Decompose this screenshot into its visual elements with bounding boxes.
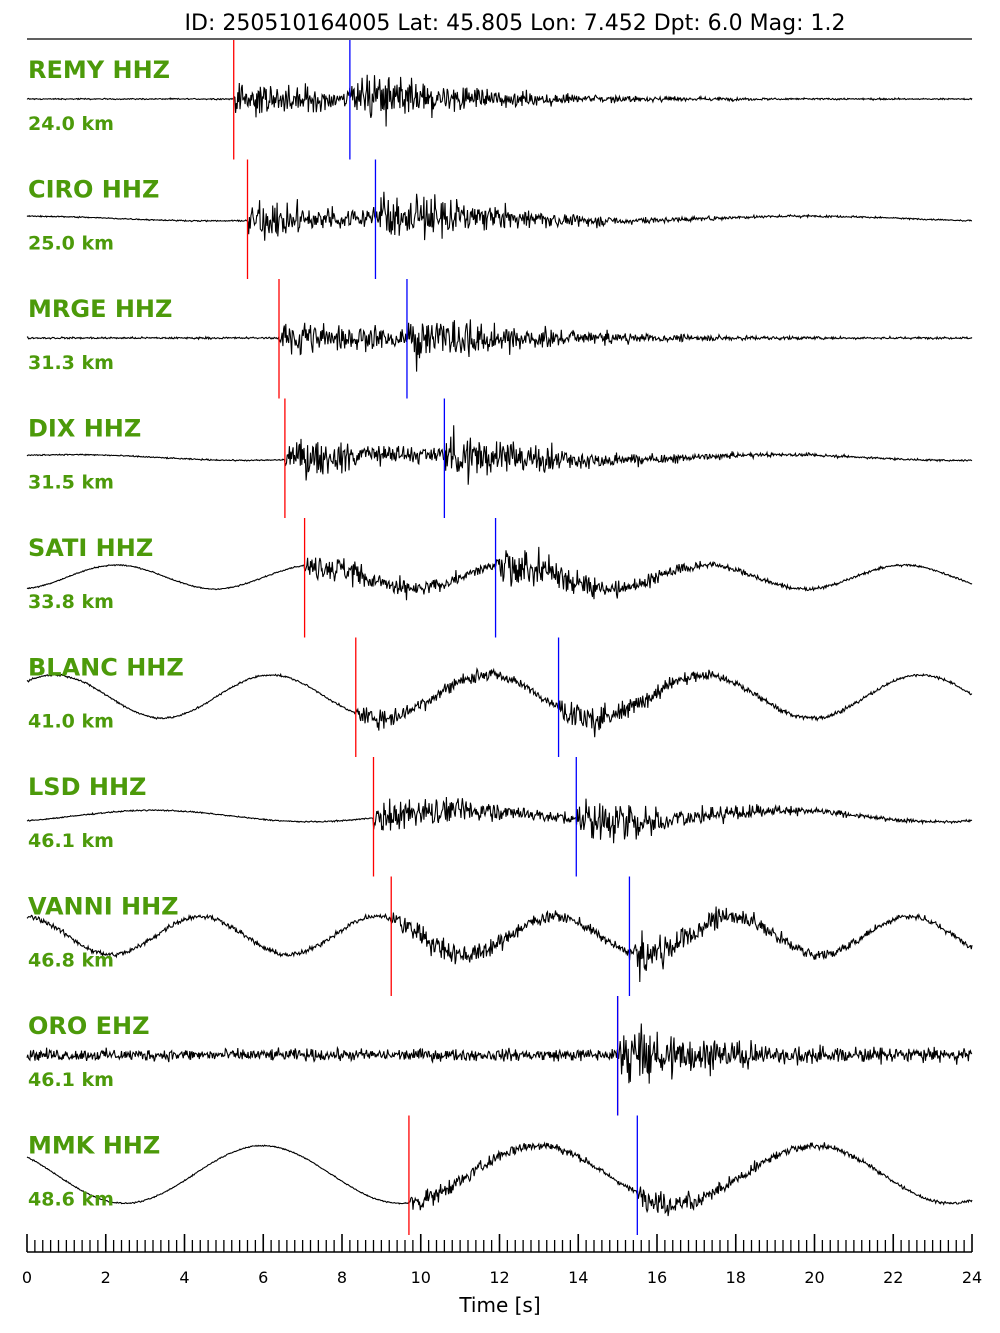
x-tick-label: 24	[962, 1268, 982, 1287]
x-tick-label: 16	[647, 1268, 667, 1287]
station-label-1: REMY HHZ	[28, 56, 170, 84]
x-tick-label: 8	[337, 1268, 347, 1287]
x-tick-label: 12	[489, 1268, 509, 1287]
waveform-5	[26, 546, 973, 601]
station-label-4: DIX HHZ	[28, 415, 141, 443]
waveform-7	[26, 796, 973, 844]
x-axis-label: Time [s]	[458, 1293, 540, 1317]
trace-4: DIX HHZ 31.5 km	[26, 398, 973, 518]
x-tick-label: 10	[411, 1268, 431, 1287]
waveform-2	[26, 191, 973, 241]
station-label-5: SATI HHZ	[28, 534, 153, 562]
waveform-9	[26, 1023, 973, 1084]
distance-label-8: 46.8 km	[28, 950, 114, 972]
station-label-7: LSD HHZ	[28, 773, 146, 801]
station-label-9: ORO EHZ	[28, 1012, 150, 1040]
x-tick-label: 6	[258, 1268, 268, 1287]
station-label-8: VANNI HHZ	[28, 893, 179, 921]
trace-2: CIRO HHZ 25.0 km	[26, 159, 973, 279]
waveform-1	[26, 74, 973, 127]
distance-label-6: 41.0 km	[28, 711, 114, 733]
trace-3: MRGE HHZ 31.3 km	[26, 279, 973, 399]
distance-label-3: 31.3 km	[28, 352, 114, 374]
distance-label-7: 46.1 km	[28, 830, 114, 852]
station-label-3: MRGE HHZ	[28, 295, 172, 323]
trace-5: SATI HHZ 33.8 km	[26, 518, 973, 638]
distance-label-2: 25.0 km	[28, 233, 114, 255]
distance-label-5: 33.8 km	[28, 591, 114, 613]
distance-label-4: 31.5 km	[28, 472, 114, 494]
time-axis: 0 2 4 6 8 10 12 14 16 18 20 22 24	[22, 1234, 982, 1287]
trace-6: BLANC HHZ 41.0 km	[26, 637, 973, 757]
x-tick-label: 18	[726, 1268, 746, 1287]
waveform-8	[26, 906, 973, 983]
x-tick-label: 20	[804, 1268, 824, 1287]
x-tick-label: 2	[101, 1268, 111, 1287]
waveform-4	[26, 425, 973, 485]
trace-1: REMY HHZ 24.0 km	[26, 40, 973, 160]
trace-10: MMK HHZ 48.6 km	[26, 1115, 973, 1235]
trace-7: LSD HHZ 46.1 km	[26, 757, 973, 877]
distance-label-9: 46.1 km	[28, 1069, 114, 1091]
x-tick-label: 22	[883, 1268, 903, 1287]
x-tick-label: 14	[568, 1268, 588, 1287]
traces-layer: REMY HHZ 24.0 km CIRO HHZ 25.0 km MRGE HHZ 31…	[26, 40, 973, 1235]
trace-9: ORO EHZ 46.1 km	[26, 996, 973, 1116]
x-tick-label: 0	[22, 1268, 32, 1287]
station-label-10: MMK HHZ	[28, 1132, 160, 1160]
waveform-6	[26, 666, 973, 738]
station-label-2: CIRO HHZ	[28, 176, 159, 204]
x-tick-label: 4	[179, 1268, 189, 1287]
distance-label-1: 24.0 km	[28, 113, 114, 135]
station-label-6: BLANC HHZ	[28, 654, 184, 682]
waveform-10	[26, 1141, 973, 1217]
chart-title: ID: 250510164005 Lat: 45.805 Lon: 7.452 …	[185, 11, 846, 36]
waveform-3	[26, 319, 973, 372]
trace-8: VANNI HHZ 46.8 km	[26, 876, 973, 996]
distance-label-10: 48.6 km	[28, 1189, 114, 1211]
